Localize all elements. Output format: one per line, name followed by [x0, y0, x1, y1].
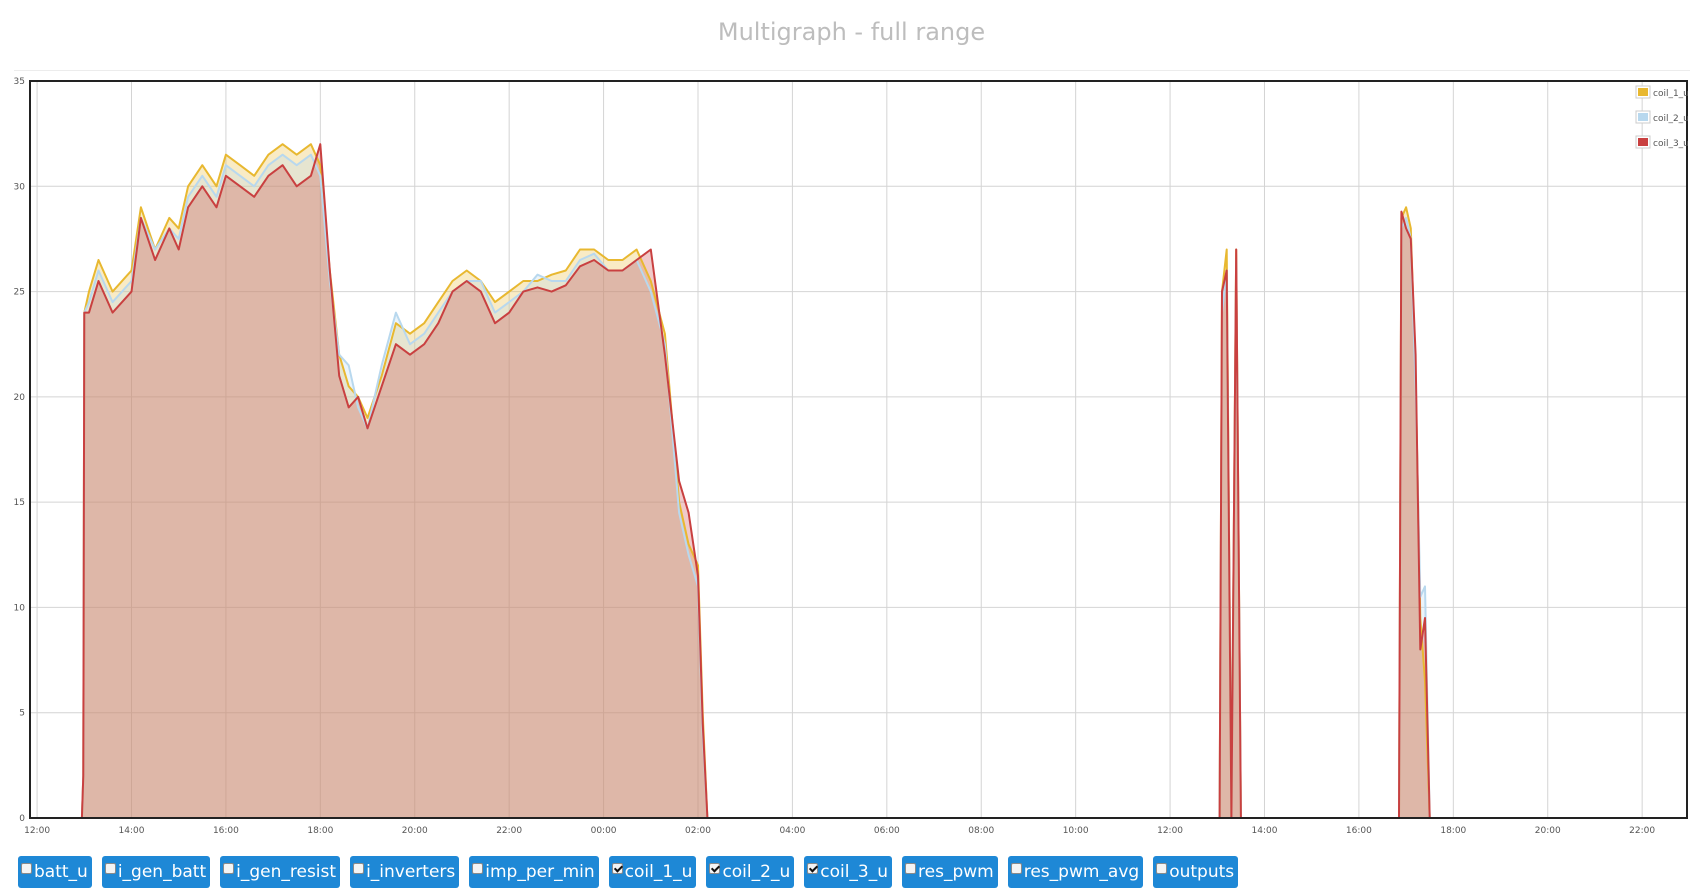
x-tick-label: 08:00 [968, 826, 994, 836]
x-tick-label: 14:00 [1252, 826, 1278, 836]
legend-swatch [1638, 88, 1648, 96]
y-tick-label: 30 [14, 182, 26, 192]
y-tick-label: 15 [14, 498, 25, 508]
toggle-label: batt_u [34, 862, 88, 882]
y-tick-label: 35 [14, 77, 25, 87]
x-axis-ticks: 12:00 14:00 16:00 18:00 20:00 22:00 00:00 02:00… [24, 826, 1655, 836]
toggle-label: imp_per_min [485, 862, 595, 882]
toggle-label: coil_3_u [820, 862, 889, 882]
chart-frame [29, 80, 1688, 819]
y-tick-label: 25 [14, 288, 25, 298]
area-coil-3-u [30, 144, 1687, 818]
title-divider [14, 70, 1690, 71]
area-coil-1-u [30, 144, 1687, 818]
toggle-label: outputs [1169, 862, 1235, 882]
checkbox-icon[interactable] [21, 862, 32, 874]
legend-item-coil-2-u[interactable]: coil_2_u [1635, 110, 1689, 124]
x-tick-label: 00:00 [591, 826, 617, 836]
legend-label: coil_2_u [1653, 114, 1689, 124]
x-tick-label: 22:00 [1629, 826, 1655, 836]
x-tick-label: 02:00 [685, 826, 711, 836]
checkbox-icon[interactable] [353, 862, 365, 874]
page-title: Multigraph - full range [717, 18, 986, 46]
legend-label: coil_3_u [1653, 139, 1689, 149]
toggle-i-gen-batt-button[interactable]: i_gen_batt [101, 856, 211, 888]
y-tick-label: 20 [14, 393, 26, 403]
checkbox-icon[interactable] [611, 862, 623, 874]
toggle-label: coil_2_u [722, 862, 791, 882]
checkbox-icon[interactable] [104, 862, 116, 874]
checkbox-icon[interactable] [709, 862, 721, 874]
legend-swatch [1638, 113, 1648, 121]
checkbox-icon[interactable] [1010, 862, 1022, 874]
x-tick-label: 06:00 [874, 826, 900, 836]
chart-background [30, 81, 1687, 818]
chart-series [30, 143, 1687, 819]
toggle-label: i_gen_resist [236, 862, 337, 882]
legend-item-coil-1-u[interactable]: coil_1_u [1635, 85, 1689, 99]
series-toggle-toolbar: batt_u i_gen_batt i_gen_resist i_inverters i… [18, 856, 1248, 888]
toggle-i-inverters-button[interactable]: i_inverters [350, 856, 460, 888]
y-tick-label: 10 [14, 603, 26, 613]
checkbox-icon[interactable] [472, 862, 484, 874]
toggle-i-gen-resist-button[interactable]: i_gen_resist [220, 856, 341, 888]
checkbox-icon[interactable] [1156, 862, 1168, 874]
chart-grid [30, 80, 1687, 818]
x-tick-label: 10:00 [1063, 826, 1089, 836]
toggle-res-pwm-avg-button[interactable]: res_pwm_avg [1007, 856, 1144, 888]
x-tick-label: 20:00 [1535, 826, 1561, 836]
chart-legend[interactable]: coil_1_u coil_2_u coil_3_u [1635, 85, 1689, 149]
x-tick-label: 14:00 [119, 826, 145, 836]
y-axis-ticks: 0 5 10 15 20 25 30 35 [14, 77, 26, 824]
x-tick-label: 16:00 [1346, 826, 1372, 836]
legend-label: coil_1_u [1653, 89, 1689, 99]
checkbox-icon[interactable] [807, 862, 819, 874]
toggle-coil-2-u-button[interactable]: coil_2_u [706, 856, 795, 888]
toggle-imp-per-min-button[interactable]: imp_per_min [469, 856, 599, 888]
checkbox-icon[interactable] [223, 862, 235, 874]
x-tick-label: 20:00 [402, 826, 428, 836]
x-tick-label: 12:00 [1157, 826, 1183, 836]
toggle-label: i_inverters [366, 862, 456, 882]
toggle-label: res_pwm_avg [1023, 862, 1140, 882]
multigraph-chart[interactable]: 0 5 10 15 20 25 30 35 12:00 14:00 16:00 18:00 20:00… [0, 74, 1703, 852]
x-tick-label: 18:00 [307, 826, 333, 836]
toggle-coil-3-u-button[interactable]: coil_3_u [804, 856, 893, 888]
line-coil-3-u [30, 143, 1687, 819]
toggle-res-pwm-button[interactable]: res_pwm [902, 856, 998, 888]
x-tick-label: 18:00 [1440, 826, 1466, 836]
toggle-label: i_gen_batt [117, 862, 207, 882]
x-tick-label: 12:00 [24, 826, 50, 836]
toggle-batt-u-button[interactable]: batt_u [18, 856, 92, 888]
area-coil-2-u [30, 154, 1687, 818]
toggle-label: res_pwm [918, 862, 994, 882]
toggle-outputs-button[interactable]: outputs [1153, 856, 1239, 888]
x-tick-label: 04:00 [779, 826, 805, 836]
legend-swatch [1638, 138, 1648, 146]
toggle-coil-1-u-button[interactable]: coil_1_u [608, 856, 697, 888]
toggle-label: coil_1_u [624, 862, 693, 882]
checkbox-icon[interactable] [905, 862, 917, 874]
legend-item-coil-3-u[interactable]: coil_3_u [1635, 135, 1689, 149]
x-tick-label: 16:00 [213, 826, 239, 836]
x-tick-label: 22:00 [496, 826, 522, 836]
y-tick-label: 0 [19, 814, 25, 824]
y-tick-label: 5 [19, 709, 25, 719]
